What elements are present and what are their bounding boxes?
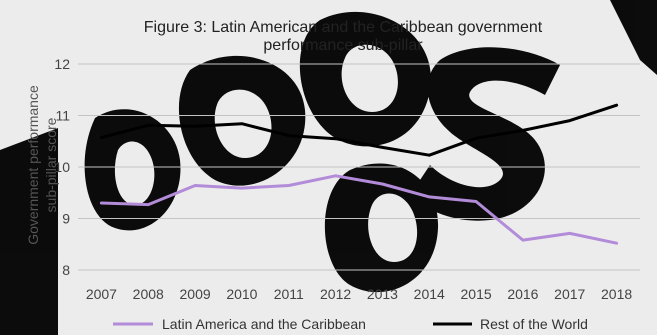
x-tick-label: 2017 xyxy=(554,286,585,302)
gridlines xyxy=(78,63,640,271)
series-lines xyxy=(99,103,619,245)
x-tick-label: 2009 xyxy=(180,286,211,302)
y-tick-label: 9 xyxy=(62,211,70,227)
y-axis-ticks: 8 9 10 11 12 xyxy=(54,56,70,278)
legend-label: Latin America and the Caribbean xyxy=(162,316,366,332)
x-tick-label: 2014 xyxy=(414,286,445,302)
chart-title: Figure 3: Latin American and the Caribbe… xyxy=(144,19,543,54)
y-axis-label-line: sub-pillar score xyxy=(43,117,59,212)
y-tick-label: 11 xyxy=(55,108,70,124)
y-tick-label: 12 xyxy=(54,56,70,72)
x-axis-ticks: 2007 2008 2009 2010 2011 2012 2013 2014 2015 2016… xyxy=(86,286,633,302)
y-tick-label: 10 xyxy=(54,159,70,175)
x-tick-label: 2008 xyxy=(133,286,164,302)
legend: Latin America and the Caribbean Rest of t… xyxy=(113,316,588,332)
x-tick-label: 2016 xyxy=(507,286,538,302)
x-tick-label: 2011 xyxy=(274,286,304,302)
series-line xyxy=(99,103,619,157)
series-line xyxy=(99,174,619,245)
x-tick-label: 2007 xyxy=(86,286,117,302)
y-axis-label: Government performance sub-pillar score xyxy=(25,85,59,245)
x-tick-label: 2018 xyxy=(601,286,632,302)
x-tick-label: 2015 xyxy=(461,286,492,302)
chart-title-line: Figure 3: Latin American and the Caribbe… xyxy=(144,19,543,36)
x-tick-label: 2010 xyxy=(226,286,257,302)
x-tick-label: 2013 xyxy=(367,286,398,302)
y-tick-label: 8 xyxy=(62,262,70,278)
x-tick-label: 2012 xyxy=(320,286,351,302)
y-axis-label-line: Government performance xyxy=(25,85,41,245)
chart-title-line: performance sub-pillar xyxy=(263,37,423,54)
legend-label: Rest of the World xyxy=(480,316,588,332)
